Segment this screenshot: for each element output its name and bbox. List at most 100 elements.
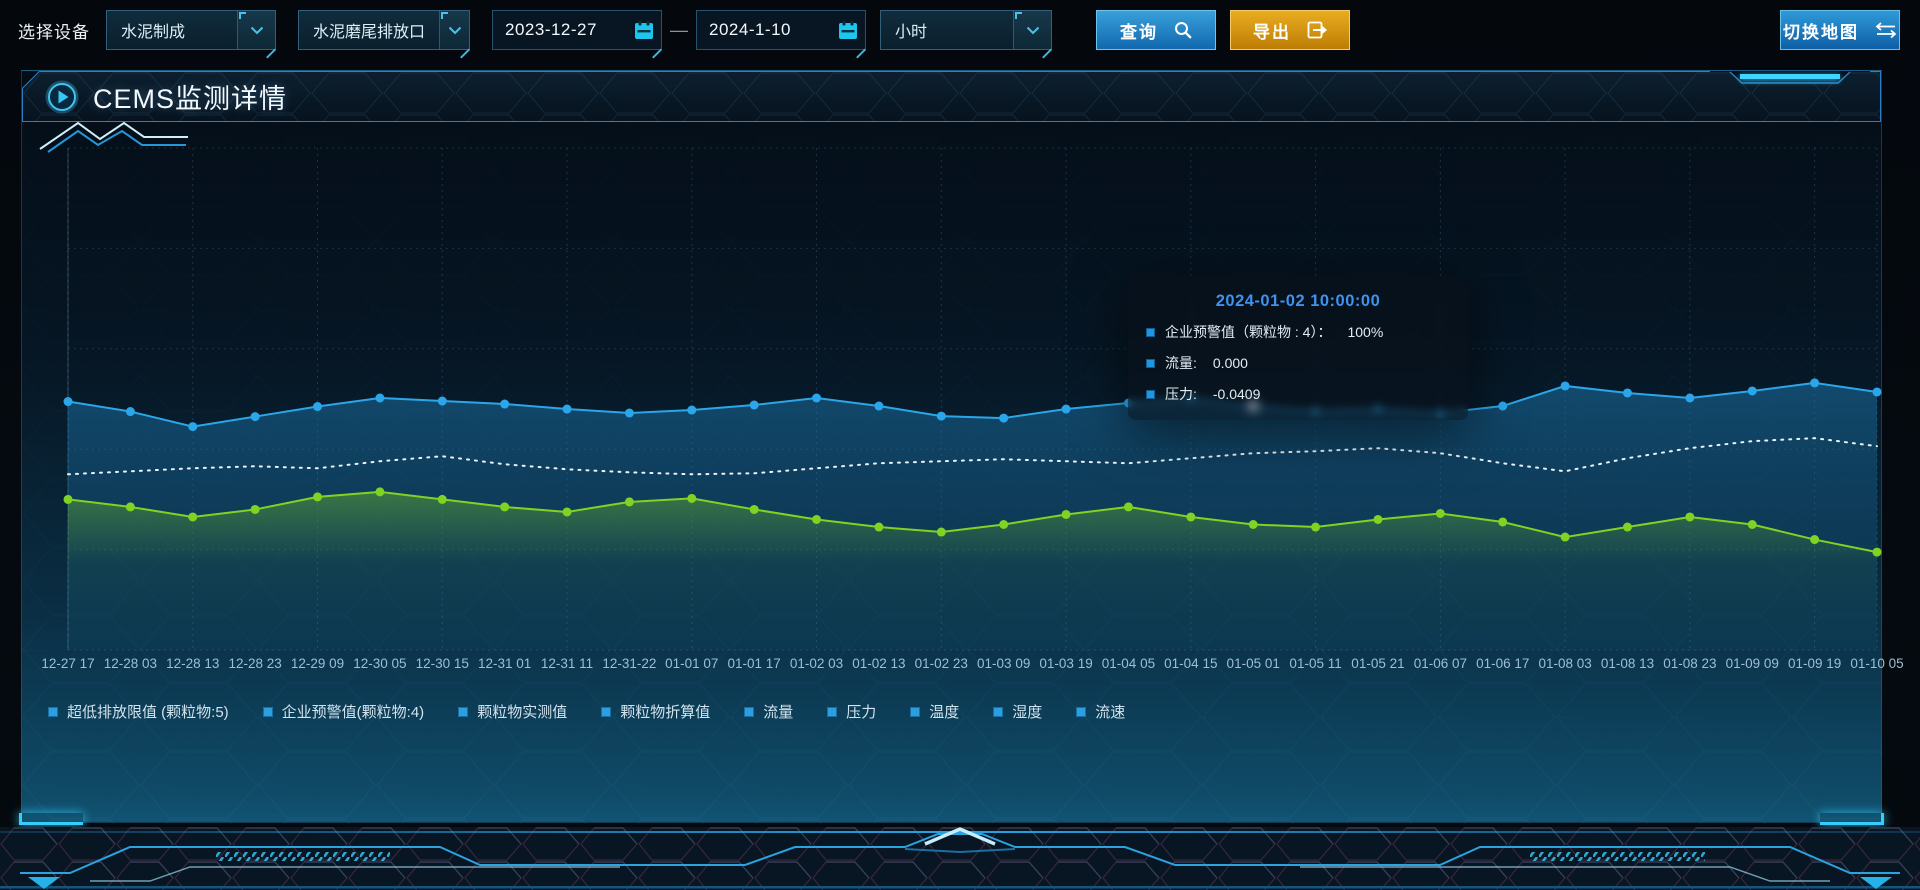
chart-legend: 超低排放限值 (颗粒物:5) 企业预警值(颗粒物:4) 颗粒物实测值 颗粒物折算值 流量… <box>48 701 1125 722</box>
export-arrow-icon <box>1307 21 1327 39</box>
legend-label: 湿度 <box>1012 704 1043 721</box>
x-axis-label: 12-28 13 <box>166 656 220 671</box>
x-axis-label: 01-08 23 <box>1663 656 1717 671</box>
switch-map-label: 切换地图 <box>1783 22 1859 42</box>
granularity-value: 小时 <box>895 24 928 41</box>
legend-item[interactable]: 压力 <box>827 701 876 722</box>
x-axis-label: 12-31 11 <box>540 656 594 671</box>
calendar-icon[interactable] <box>831 19 865 41</box>
legend-marker-icon <box>262 706 273 717</box>
x-axis-label: 01-05 11 <box>1289 656 1342 671</box>
legend-label: 企业预警值(颗粒物:4) <box>281 704 425 721</box>
tooltip-timestamp: 2024-01-02 10:00:00 <box>1215 292 1381 310</box>
legend-marker-icon <box>744 706 755 717</box>
x-axis-label: 01-03 09 <box>977 656 1031 671</box>
x-axis-label: 01-08 03 <box>1538 656 1592 671</box>
x-axis-label: 01-02 13 <box>852 656 906 671</box>
device-type-select[interactable]: 水泥制成 <box>106 10 276 50</box>
x-axis-label: 01-10 05 <box>1850 656 1904 671</box>
legend-marker-icon <box>827 706 838 717</box>
swap-arrows-icon <box>1875 22 1897 38</box>
outlet-value: 水泥磨尾排放口 <box>313 24 426 41</box>
x-axis-label: 01-06 17 <box>1476 656 1530 671</box>
legend-label: 颗粒物折算值 <box>620 704 711 721</box>
legend-marker-icon <box>601 706 612 717</box>
tooltip-row-value: -0.0409 <box>1212 386 1261 402</box>
legend-item[interactable]: 企业预警值(颗粒物:4) <box>262 701 425 722</box>
tooltip-row-label: 流量: <box>1165 355 1197 371</box>
cems-trend-chart[interactable] <box>22 71 1883 824</box>
export-button[interactable]: 导出 <box>1230 10 1350 50</box>
x-axis-label: 01-04 05 <box>1101 656 1156 671</box>
legend-marker-icon <box>48 706 58 717</box>
x-axis-label: 12-31-22 <box>602 656 657 671</box>
end-date-value: 2024-1-10 <box>709 20 792 39</box>
tooltip-row: 压力: -0.0409 <box>1146 384 1450 404</box>
tooltip-row-value: 100% <box>1347 324 1384 340</box>
legend-label: 超低排放限值 (颗粒物:5) <box>67 704 229 721</box>
legend-marker-icon <box>458 706 469 717</box>
legend-item[interactable]: 湿度 <box>993 701 1042 722</box>
header-hex-pattern <box>23 72 1880 122</box>
x-axis-label: 01-04 15 <box>1164 656 1218 671</box>
legend-label: 流量 <box>763 704 794 721</box>
legend-item[interactable]: 流量 <box>744 701 793 722</box>
start-date-value: 2023-12-27 <box>505 20 597 39</box>
x-axis-label: 12-29 09 <box>290 656 345 671</box>
series-marker-icon <box>1146 358 1155 368</box>
query-button[interactable]: 查询 <box>1096 10 1216 50</box>
legend-label: 流速 <box>1095 704 1126 721</box>
cems-panel: 12-27 17 12-28 03 12-28 13 12-28 23 12-29 09… <box>19 70 1904 825</box>
x-axis-label: 01-05 21 <box>1351 656 1405 671</box>
end-date-input[interactable]: 2024-1-10 <box>696 10 866 50</box>
chevron-down-icon <box>237 11 275 49</box>
date-range-separator: — <box>670 19 688 40</box>
device-select-label: 选择设备 <box>18 22 90 42</box>
top-toolbar: 选择设备 水泥制成 水泥磨尾排放口 2023-12-27 <box>0 0 1920 60</box>
legend-item[interactable]: 颗粒物折算值 <box>601 701 710 722</box>
tooltip-row-value: 0.000 <box>1212 355 1248 371</box>
legend-label: 颗粒物实测值 <box>477 704 568 721</box>
legend-item[interactable]: 温度 <box>910 701 959 722</box>
x-axis-label: 01-01 07 <box>665 656 719 671</box>
x-axis-label: 01-03 19 <box>1039 656 1093 671</box>
start-date-input[interactable]: 2023-12-27 <box>492 10 662 50</box>
panel-title: CEMS监测详情 <box>93 84 288 114</box>
x-axis-label: 01-02 23 <box>914 656 968 671</box>
x-axis-label: 12-30 15 <box>415 656 469 671</box>
series-marker-icon <box>1146 327 1155 337</box>
x-axis-label: 01-05 01 <box>1226 656 1280 671</box>
x-axis-label: 01-02 03 <box>789 656 844 671</box>
x-axis-label: 01-09 19 <box>1787 656 1842 671</box>
chevron-down-icon <box>1013 11 1051 49</box>
legend-marker-icon <box>1076 706 1087 717</box>
tooltip-row: 企业预警值（颗粒物 : 4）： 100% <box>1146 322 1450 342</box>
x-axis-label: 01-08 13 <box>1600 656 1655 671</box>
legend-marker-icon <box>993 706 1004 717</box>
panel-header: CEMS监测详情 <box>22 71 1881 122</box>
legend-item[interactable]: 超低排放限值 (颗粒物:5) <box>48 701 229 722</box>
export-button-label: 导出 <box>1253 22 1291 42</box>
x-axis-label: 01-01 17 <box>727 656 781 671</box>
x-axis-label: 12-30 05 <box>353 656 407 671</box>
switch-map-button[interactable]: 切换地图 <box>1780 10 1900 50</box>
x-axis-label: 12-31 01 <box>477 656 532 671</box>
granularity-select[interactable]: 小时 <box>880 10 1052 50</box>
x-axis-label: 12-28 23 <box>228 656 282 671</box>
legend-item[interactable]: 颗粒物实测值 <box>458 701 567 722</box>
play-icon <box>45 80 79 114</box>
legend-item[interactable]: 流速 <box>1076 701 1125 722</box>
outlet-select[interactable]: 水泥磨尾排放口 <box>298 10 470 50</box>
header-notch-decoration <box>1710 71 1870 84</box>
legend-label: 温度 <box>929 704 960 721</box>
x-axis-label: 12-28 03 <box>103 656 158 671</box>
chevron-down-icon <box>439 11 469 49</box>
x-axis-label: 01-06 07 <box>1413 656 1467 671</box>
calendar-icon[interactable] <box>627 19 661 41</box>
x-axis-label: 12-27 17 <box>41 656 95 671</box>
search-icon <box>1175 22 1192 39</box>
tooltip-row: 流量: 0.000 <box>1146 353 1450 373</box>
footer-decoration <box>0 827 1920 890</box>
tooltip-row-label: 企业预警值（颗粒物 : 4）： <box>1165 324 1332 340</box>
